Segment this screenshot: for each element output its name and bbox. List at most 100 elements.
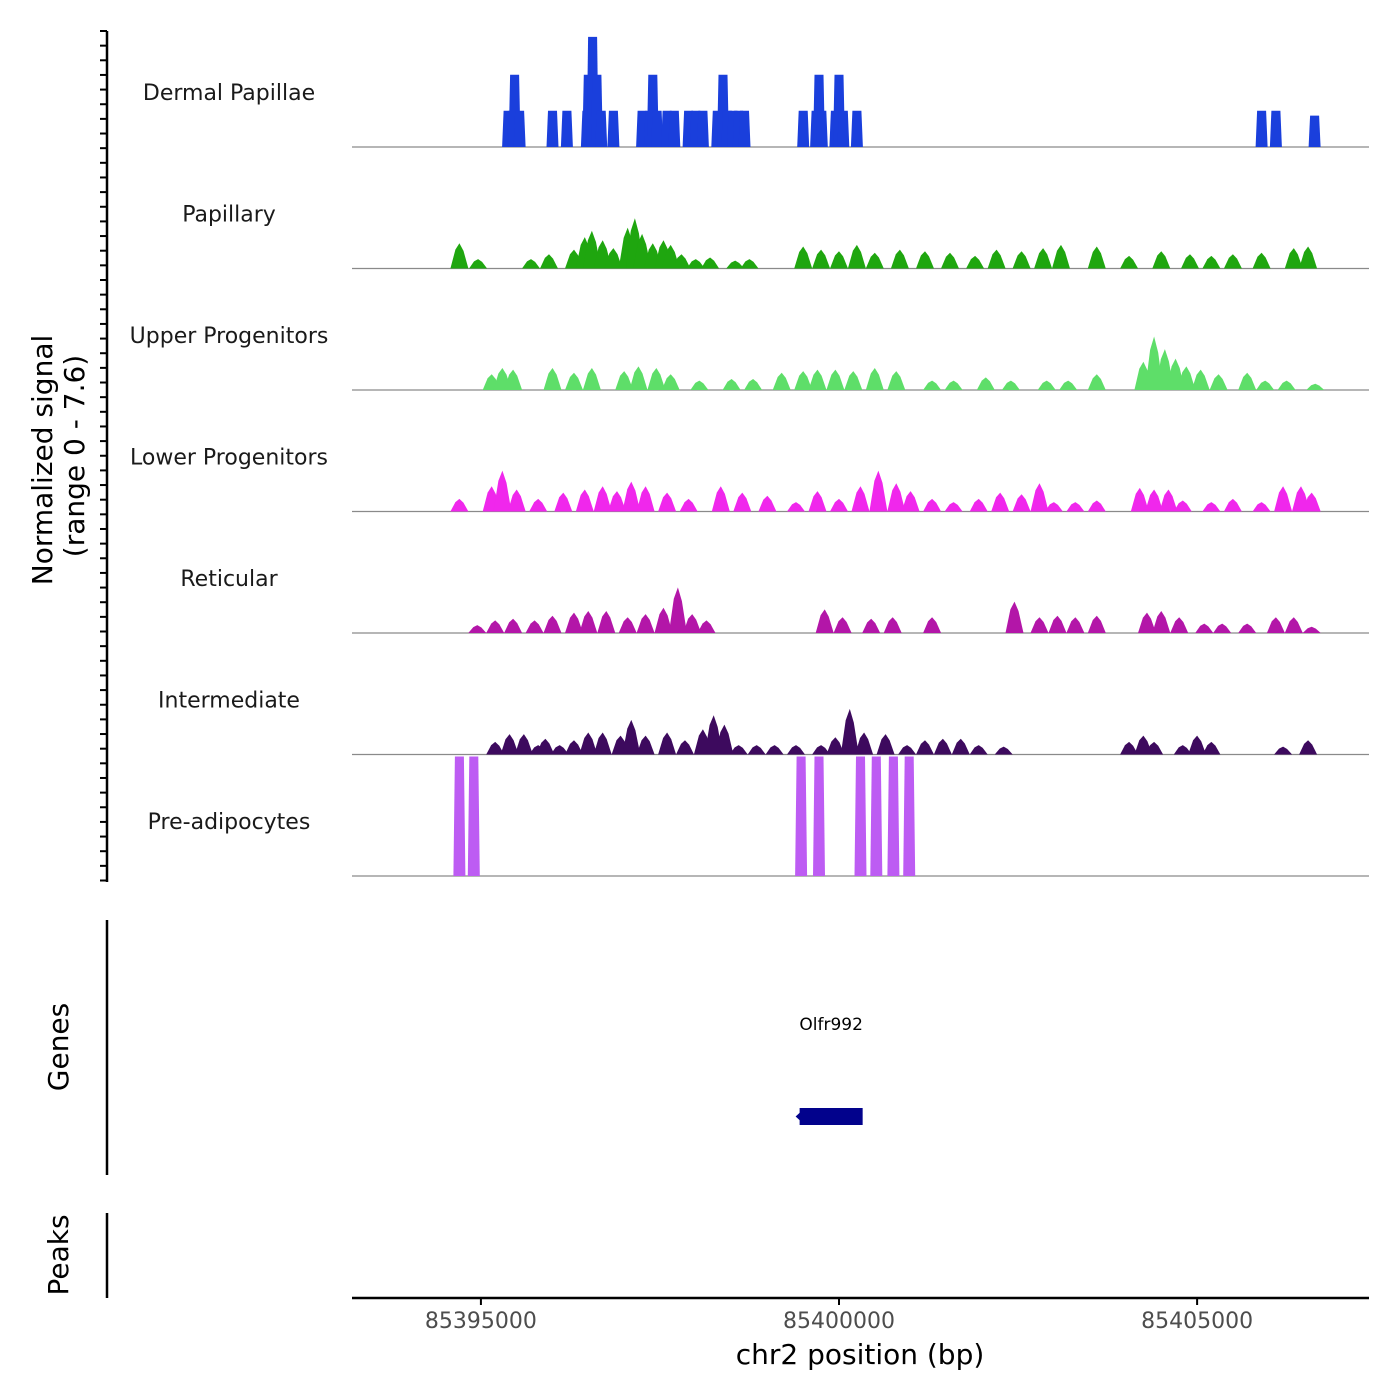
coverage-peak [1001, 380, 1020, 390]
coverage-peak [683, 614, 702, 633]
coverage-peak [1266, 617, 1285, 633]
coverage-peak [593, 732, 612, 755]
coverage-peak [1159, 489, 1178, 512]
coverage-peak [618, 617, 637, 633]
coverage-peak [636, 614, 655, 633]
coverage-peak [840, 708, 859, 755]
coverage-peak [870, 756, 883, 876]
coverage-peak [679, 498, 698, 512]
coverage-peak [795, 756, 808, 876]
coverage-peak [486, 741, 505, 755]
coverage-peak [1302, 626, 1321, 633]
coverage-peak [468, 625, 487, 633]
track-label: Pre-adipocytes [148, 810, 311, 835]
coverage-peak [469, 259, 488, 269]
track-label: Reticular [180, 567, 278, 592]
coverage-peak [654, 607, 673, 633]
coverage-peak [726, 260, 745, 269]
coverage-peak [636, 486, 655, 512]
track-lower-progenitors [352, 470, 1369, 513]
coverage-peak [658, 492, 677, 512]
coverage-peak [1145, 741, 1164, 755]
track-dermal-papillae [352, 36, 1369, 148]
coverage-peak [546, 110, 559, 147]
track-papillary [352, 218, 1369, 270]
coverage-peak [1044, 502, 1063, 512]
coverage-peak [1087, 374, 1106, 390]
coverage-peak [865, 252, 884, 269]
coverage-peak [507, 489, 526, 512]
coverage-peak [1048, 615, 1067, 633]
y-axis-title: Normalized signal [26, 335, 59, 586]
coverage-peak [604, 248, 623, 269]
coverage-peak [765, 745, 784, 755]
coverage-peak [550, 745, 569, 755]
coverage-peak [887, 371, 906, 390]
coverage-peak [854, 756, 867, 876]
coverage-peak [1302, 492, 1321, 512]
track-label: Intermediate [158, 689, 300, 714]
coverage-peak [529, 498, 548, 512]
coverage-peak [1299, 740, 1318, 755]
coverage-peak [1223, 498, 1242, 512]
coverage-peak [615, 371, 634, 390]
coverage-peak [1145, 489, 1164, 512]
coverage-peak [944, 502, 963, 512]
coverage-peak [887, 483, 906, 512]
coverage-peak [1012, 251, 1031, 269]
coverage-peak [1255, 110, 1268, 147]
coverage-peak [1173, 500, 1192, 512]
coverage-peak [916, 740, 934, 755]
gene-track-label: Genes [42, 1003, 75, 1091]
coverage-peak [672, 254, 691, 269]
coverage-tracks [352, 36, 1369, 877]
track-label: Upper Progenitors [130, 324, 329, 349]
coverage-peak [661, 374, 680, 390]
coverage-peak [504, 369, 523, 390]
coverage-peak [923, 380, 942, 390]
coverage-peak [1177, 366, 1196, 390]
coverage-peak [987, 249, 1006, 269]
coverage-peak [668, 110, 681, 147]
coverage-peak [593, 486, 612, 512]
coverage-peak [701, 257, 720, 269]
coverage-peak [554, 492, 573, 512]
coverage-peak [1213, 623, 1232, 633]
coverage-peak [1284, 617, 1303, 633]
coverage-peak [690, 380, 709, 390]
track-label: Lower Progenitors [130, 446, 328, 471]
coverage-peak [597, 611, 616, 633]
coverage-peak [1066, 617, 1085, 633]
coverage-peak [1238, 372, 1257, 390]
coverage-peak [916, 251, 934, 269]
coverage-peak [1209, 374, 1228, 390]
coverage-peak [450, 243, 469, 269]
coverage-peak [1170, 617, 1189, 633]
coverage-peak [636, 735, 655, 755]
coverage-peak [686, 259, 705, 269]
coverage-peak [565, 740, 583, 755]
gene-track: Genes Olfr992 [42, 920, 863, 1175]
coverage-peak [1030, 483, 1049, 512]
coverage-peak [865, 368, 884, 390]
coverage-peak [608, 491, 626, 512]
coverage-peak [622, 481, 641, 512]
coverage-peak [733, 492, 752, 512]
coverage-peak [486, 620, 505, 633]
coverage-peak [1299, 246, 1318, 269]
coverage-peak [851, 486, 870, 512]
coverage-peak [565, 372, 583, 390]
coverage-peak [1087, 500, 1106, 512]
track-intermediate [352, 708, 1369, 756]
coverage-peak [536, 738, 555, 755]
coverage-peak [901, 491, 920, 512]
coverage-peak [787, 745, 805, 755]
x-axis: 85395000 85400000 85405000 chr2 position (… [352, 1296, 1369, 1371]
coverage-peak [951, 738, 970, 755]
coverage-peak [887, 756, 900, 876]
coverage-peak [1181, 254, 1199, 269]
coverage-peak [722, 379, 741, 390]
track-label: Dermal Papillae [143, 81, 315, 106]
coverage-peak [729, 745, 748, 755]
